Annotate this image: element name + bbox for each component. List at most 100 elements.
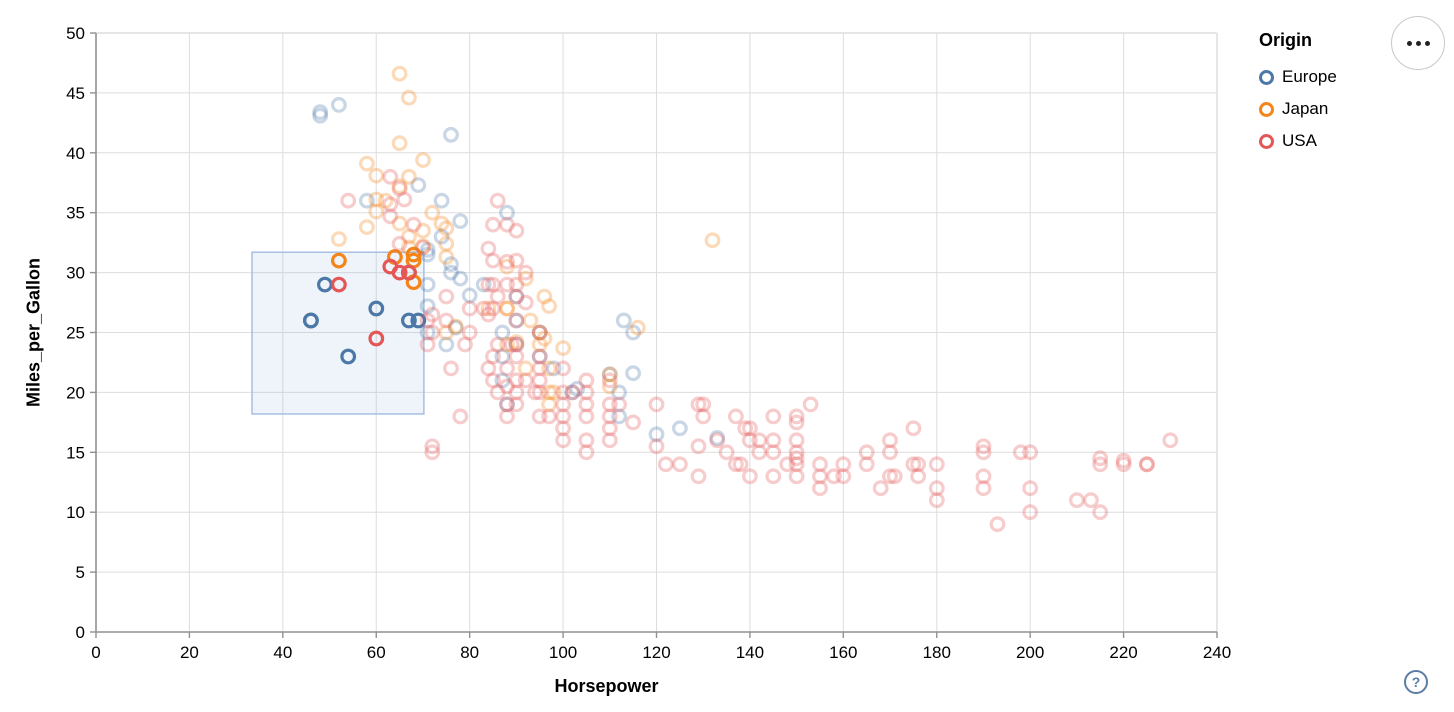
point [368, 300, 385, 317]
point [489, 288, 506, 305]
point [508, 288, 525, 305]
point [517, 372, 534, 389]
point [499, 258, 515, 275]
point [480, 360, 497, 377]
point [578, 372, 595, 389]
point [611, 408, 627, 425]
point [601, 396, 618, 413]
point [531, 372, 548, 389]
svg-text:60: 60 [367, 643, 386, 662]
point [424, 204, 441, 221]
point [975, 480, 992, 497]
point [508, 372, 525, 389]
point [391, 135, 408, 152]
brush-selection[interactable] [251, 251, 425, 415]
point [508, 384, 525, 401]
point [905, 456, 922, 473]
point [424, 444, 441, 461]
point [718, 444, 735, 461]
point [508, 252, 525, 269]
point [359, 219, 375, 236]
point [508, 348, 525, 365]
point [401, 264, 417, 281]
point [391, 264, 408, 281]
svg-text:80: 80 [460, 643, 479, 662]
point [709, 432, 726, 449]
point [438, 336, 455, 353]
svg-text:140: 140 [736, 643, 764, 662]
point [601, 408, 618, 425]
point [536, 330, 553, 347]
point [975, 438, 992, 455]
point [391, 65, 408, 82]
svg-text:160: 160 [829, 643, 857, 662]
point [657, 456, 674, 473]
point [690, 438, 707, 455]
point [835, 468, 852, 485]
point [1115, 452, 1132, 469]
point [419, 241, 436, 258]
point [419, 298, 436, 315]
point [928, 492, 945, 509]
point [485, 276, 501, 293]
legend-entry-usa: USA [1259, 125, 1337, 157]
point [615, 312, 632, 329]
point [438, 312, 455, 329]
point [485, 216, 501, 233]
point [382, 168, 399, 185]
point [1092, 504, 1109, 521]
point [625, 414, 641, 431]
point [368, 167, 385, 184]
point [499, 408, 515, 425]
point [475, 300, 492, 317]
point [858, 456, 875, 473]
x-axis: 0 20 40 60 80 100 120 140 160 180 200 220 240 [91, 631, 1231, 662]
point [578, 432, 595, 449]
point [728, 408, 744, 425]
point [765, 432, 782, 449]
point [1068, 492, 1085, 509]
point [531, 324, 548, 341]
point [578, 396, 595, 413]
point [415, 222, 431, 239]
point [424, 438, 441, 455]
point [601, 366, 618, 383]
point [401, 228, 417, 245]
point [765, 408, 782, 425]
point [695, 396, 712, 413]
point [331, 96, 347, 113]
point [359, 192, 375, 209]
point [531, 324, 548, 341]
point [578, 444, 595, 461]
legend-label-usa: USA [1282, 131, 1317, 150]
actions-menu-button[interactable] [1391, 16, 1445, 70]
point [443, 126, 459, 143]
point [601, 420, 618, 437]
point [415, 239, 431, 256]
svg-text:15: 15 [66, 443, 85, 462]
point [485, 348, 501, 365]
point [452, 213, 469, 230]
help-icon[interactable]: ? [1404, 670, 1428, 694]
point [447, 318, 464, 335]
point [438, 220, 455, 237]
point [1022, 504, 1039, 521]
x-axis-title: Horsepower [554, 676, 659, 696]
point [601, 378, 618, 395]
point [742, 432, 758, 449]
point [494, 348, 511, 365]
point [695, 408, 712, 425]
point [377, 192, 394, 209]
point [480, 306, 497, 323]
point [443, 360, 459, 377]
point [340, 192, 357, 209]
point [975, 444, 992, 461]
point [765, 468, 782, 485]
point [788, 456, 805, 473]
point [419, 324, 436, 341]
point [410, 312, 427, 329]
point [391, 235, 408, 252]
point [368, 191, 385, 208]
